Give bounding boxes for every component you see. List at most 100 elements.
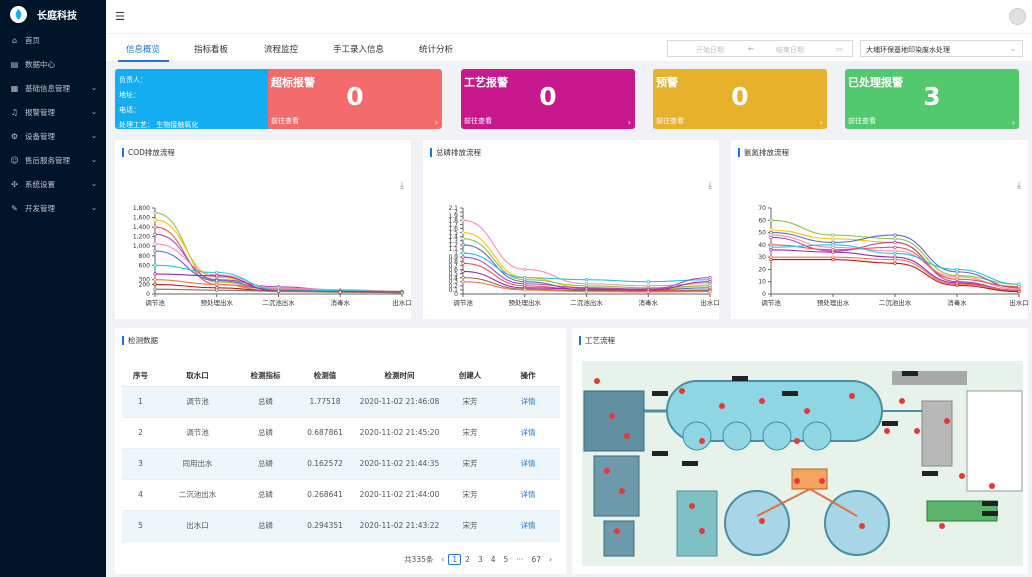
- tab-statistics[interactable]: 统计分析: [419, 45, 454, 55]
- card-title: 已处理报警: [848, 76, 903, 89]
- table-cell: 2: [122, 417, 159, 449]
- table-cell: 0.294351: [295, 510, 355, 542]
- data-point: [584, 278, 589, 282]
- data-icon: ▤: [10, 59, 19, 69]
- card-link[interactable]: 前往查看: [656, 117, 684, 125]
- sidebar-item[interactable]: ▤ 数据中心: [0, 52, 106, 76]
- chevron-down-icon: ⌄: [91, 84, 97, 92]
- over-limit-alarm-card[interactable]: 超标报警 0 前往查看 ›: [268, 69, 442, 129]
- device-icon: ⚙: [10, 131, 19, 141]
- table-cell: 0.268641: [295, 479, 355, 511]
- card-link[interactable]: 前往查看: [271, 117, 299, 125]
- page-button[interactable]: 2: [465, 555, 470, 564]
- series-line: [462, 262, 711, 292]
- col-header: 取水口: [159, 366, 236, 387]
- y-tick-label: 1.1: [448, 246, 458, 253]
- tab-bar: 信息概览 指标看板 流程监控 手工录入信息 统计分析 开始日期 ← 结束日期 ▭…: [106, 33, 1032, 62]
- sidebar-item-label: 售后服务管理: [25, 155, 70, 165]
- sidebar-item[interactable]: ⌂ 首页: [0, 28, 106, 52]
- col-header: 检测值: [295, 366, 355, 387]
- date-range-picker[interactable]: 开始日期 ← 结束日期 ▭: [667, 40, 853, 57]
- sidebar-item[interactable]: ☺ 售后服务管理 ⌄: [0, 148, 106, 172]
- card-count: 0: [731, 82, 749, 111]
- detail-link[interactable]: 详情: [520, 397, 536, 406]
- y-tick-label: 1: [454, 250, 458, 257]
- sidebar-item[interactable]: ✎ 开发管理 ⌄: [0, 196, 106, 220]
- sidebar-item[interactable]: ⚙ 设备管理 ⌄: [0, 124, 106, 148]
- y-tick-label: 40: [758, 242, 766, 249]
- page-button[interactable]: 3: [477, 555, 483, 564]
- x-tick-label: 二沉池出水: [570, 298, 603, 307]
- page-button[interactable]: 4: [490, 555, 496, 564]
- table-cell-action[interactable]: 详情: [496, 448, 560, 480]
- chevron-down-icon: ⌄: [1010, 45, 1016, 53]
- sidebar-item-label: 设备管理: [25, 131, 55, 141]
- table-cell: 二沉池出水: [159, 479, 236, 511]
- data-point: [831, 233, 835, 237]
- sidebar-item-label: 开发管理: [25, 203, 55, 213]
- home-icon: ⌂: [11, 35, 18, 45]
- detail-link[interactable]: 详情: [520, 490, 536, 499]
- brand-logo[interactable]: 长庭科技: [0, 0, 106, 28]
- warning-card[interactable]: 预警 0 前往查看 ›: [653, 69, 827, 129]
- table-cell: 出水口: [159, 510, 236, 542]
- page-button[interactable]: 5: [503, 555, 509, 564]
- handled-alarm-card[interactable]: 已处理报警 3 前往查看 ›: [845, 69, 1019, 129]
- user-avatar[interactable]: [1009, 8, 1026, 25]
- tab-overview[interactable]: 信息概览: [126, 45, 161, 55]
- table-cell: 1.77518: [295, 386, 355, 418]
- process-alarm-card[interactable]: 工艺报警 0 前往查看 ›: [461, 69, 635, 129]
- detail-link[interactable]: 详情: [520, 459, 536, 468]
- x-tick-label: 调节池: [453, 298, 473, 307]
- chevron-down-icon: ⌄: [91, 180, 97, 188]
- card-link[interactable]: 前往查看: [464, 117, 492, 125]
- y-tick-label: 30: [758, 254, 766, 261]
- detail-link[interactable]: 详情: [520, 428, 536, 437]
- table-cell: 2020-11-02 21:45:20: [355, 417, 444, 449]
- y-tick-label: 800: [139, 253, 151, 260]
- card-link[interactable]: 前往查看: [848, 117, 876, 125]
- tab-process-monitor[interactable]: 流程监控: [264, 45, 299, 55]
- download-icon[interactable]: ⤓: [1017, 181, 1021, 191]
- table-cell-action[interactable]: 详情: [496, 479, 560, 511]
- x-tick-label: 消毒水: [947, 298, 967, 307]
- page-ellipsis[interactable]: ···: [516, 555, 524, 564]
- x-tick-label: 出水口: [392, 298, 411, 307]
- next-page-button[interactable]: ›: [549, 555, 552, 564]
- download-icon[interactable]: ⤓: [400, 181, 404, 191]
- info-phone: 电话：: [119, 106, 140, 114]
- x-tick-label: 预处理出水: [509, 298, 542, 307]
- x-tick-label: 预处理出水: [817, 298, 850, 307]
- process-flow-diagram: [582, 361, 1023, 566]
- site-select[interactable]: 大埔环保基地印染废水处理 ⌄: [860, 40, 1023, 57]
- table-cell-action[interactable]: 详情: [496, 510, 560, 542]
- sidebar-item[interactable]: ▦ 基础信息管理 ⌄: [0, 76, 106, 100]
- menu-toggle-icon[interactable]: ☰: [115, 10, 125, 23]
- sidebar-item[interactable]: ✣ 系统设置 ⌄: [0, 172, 106, 196]
- data-point: [461, 280, 465, 284]
- sidebar-item[interactable]: ♫ 报警管理 ⌄: [0, 100, 106, 124]
- detail-link[interactable]: 详情: [520, 521, 536, 530]
- tab-dashboard[interactable]: 指标看板: [194, 45, 229, 55]
- prev-page-button[interactable]: ‹: [441, 555, 445, 564]
- table-cell-action[interactable]: 详情: [496, 386, 560, 418]
- x-tick-label: 二沉池出水: [879, 298, 912, 307]
- page-button[interactable]: 1: [448, 554, 462, 565]
- data-point: [893, 237, 897, 241]
- calendar-icon: ▭: [836, 45, 843, 53]
- x-tick-label: 消毒水: [331, 298, 351, 307]
- page-button[interactable]: 67: [531, 555, 541, 564]
- y-tick-label: 1.6: [448, 225, 458, 232]
- download-icon[interactable]: ⤓: [708, 181, 712, 191]
- data-point: [831, 237, 835, 241]
- start-date-input[interactable]: 开始日期: [696, 46, 724, 54]
- col-header: 创建人: [444, 366, 496, 387]
- edit-icon: ✎: [11, 203, 18, 213]
- y-tick-label: 1.2: [448, 242, 458, 249]
- tab-manual-entry[interactable]: 手工录入信息: [333, 45, 385, 55]
- data-point: [215, 270, 219, 275]
- table-cell-action[interactable]: 详情: [496, 417, 560, 449]
- end-date-input[interactable]: 结束日期: [776, 46, 804, 54]
- y-tick-label: 0.5: [448, 271, 458, 278]
- table-cell: 调节池: [159, 417, 236, 449]
